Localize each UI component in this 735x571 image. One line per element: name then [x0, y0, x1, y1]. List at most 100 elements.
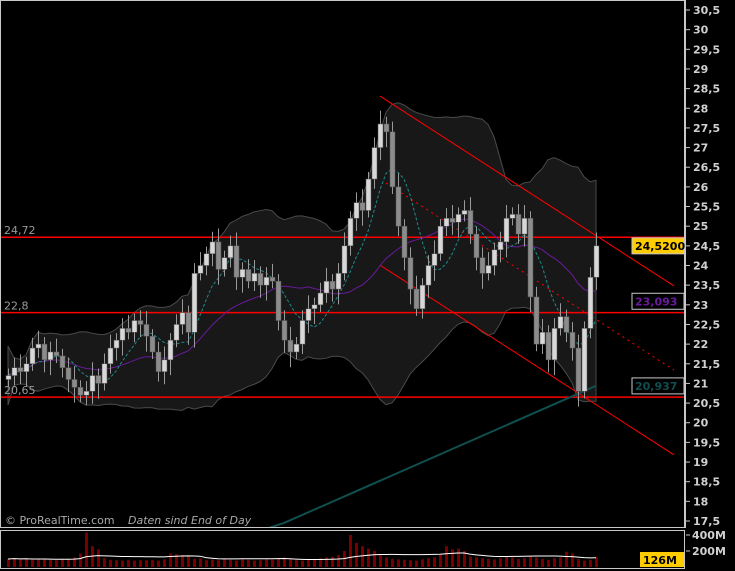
candle-body: [317, 292, 324, 306]
candle-body: [503, 218, 510, 243]
price-tick-label: 24,5: [693, 240, 720, 253]
volume-bar: [163, 559, 166, 567]
price-tick-label: 21,5: [693, 358, 720, 371]
volume-bar: [145, 560, 148, 567]
main-panel: 24,72 22,8 20,65 © ProRealTime.com Daten s…: [1, 95, 685, 528]
candle-body: [23, 363, 30, 372]
candle-body: [461, 210, 468, 215]
volume-bar: [553, 558, 556, 567]
candle-body: [149, 336, 156, 353]
price-tick-label: 20: [693, 417, 709, 430]
candle-body: [203, 253, 210, 266]
candle-body: [35, 343, 42, 349]
candle-body: [251, 273, 258, 282]
candle-body: [389, 131, 396, 188]
channel-line: [379, 95, 675, 287]
level-label: 20,65: [4, 384, 36, 397]
volume-panel-border: [0, 530, 685, 569]
volume-bar: [397, 559, 400, 567]
volume-bar: [313, 559, 316, 567]
volume-bar: [307, 559, 310, 567]
volume-bar: [283, 557, 286, 567]
candle-body: [95, 375, 102, 384]
candle-body: [377, 123, 384, 148]
volume-bar: [433, 557, 436, 567]
volume-bar: [121, 560, 124, 567]
volume-bar: [445, 546, 448, 567]
last-price-label-box: [631, 237, 685, 255]
candle-body: [17, 367, 24, 372]
candle-body: [515, 214, 522, 235]
volume-bar: [19, 559, 22, 567]
volume-bar: [277, 558, 280, 567]
candle-body: [299, 320, 306, 345]
volume-bar: [583, 560, 586, 567]
candle-body: [539, 332, 546, 345]
volume-bar: [25, 558, 28, 567]
candle-body: [197, 265, 204, 274]
level-label: 22,8: [4, 300, 29, 313]
volume-bar: [235, 560, 238, 567]
volume-bar: [289, 559, 292, 567]
volume-bar: [475, 557, 478, 567]
candle-body: [281, 320, 288, 341]
volume-bar: [193, 559, 196, 567]
volume-bar: [223, 559, 226, 567]
candle-body: [65, 367, 72, 380]
volume-bar: [61, 559, 64, 567]
candle-body: [77, 387, 84, 396]
candle-body: [71, 379, 78, 388]
volume-bar: [31, 559, 34, 567]
volume-bar: [421, 559, 424, 567]
candle-body: [455, 214, 462, 223]
volume-bar: [487, 559, 490, 567]
candle-body: [263, 277, 270, 286]
candle-body: [245, 269, 252, 282]
volume-bar: [535, 557, 538, 567]
volume-bar: [439, 555, 442, 567]
candle-body: [557, 316, 564, 329]
volume-bar: [217, 560, 220, 567]
price-axis[interactable]: 30,5 30 29,5 29 28,5 28 27,5 27 26,5 26 25,5 25 24,5…: [686, 4, 720, 528]
volume-bar: [325, 557, 328, 567]
candle-body: [305, 308, 312, 321]
volume-bar: [469, 556, 472, 567]
volume-bar: [247, 559, 250, 567]
price-tick-label: 25,5: [693, 201, 720, 214]
volume-bar: [409, 560, 412, 567]
volume-bar: [547, 559, 550, 567]
candle-body: [89, 375, 96, 392]
price-labels: 24,5200 23,093 20,937: [631, 237, 685, 395]
volume-bar: [511, 557, 514, 567]
volume-bar: [133, 560, 136, 567]
volume-bar: [505, 556, 508, 567]
candle-body: [161, 359, 168, 372]
candle-body: [125, 328, 132, 333]
candle-body: [311, 304, 318, 309]
volume-bar: [391, 559, 394, 567]
volume-bar: [109, 559, 112, 567]
candle-body: [11, 367, 18, 376]
price-tick-label: 30: [693, 24, 709, 37]
candle-body: [209, 241, 216, 254]
candle-body: [497, 241, 504, 251]
candle-body: [167, 339, 174, 361]
last-price-label: 24,5200: [635, 240, 685, 253]
candle-body: [383, 123, 390, 133]
volume-bar: [169, 553, 172, 567]
volume-bar: [205, 560, 208, 567]
candle-body: [287, 339, 294, 353]
price-tick-label: 21: [693, 377, 708, 390]
volume-bar: [319, 558, 322, 567]
volume-bar: [523, 558, 526, 567]
candle-body: [41, 343, 48, 361]
candle-body: [395, 186, 402, 227]
volume-bar: [67, 559, 70, 567]
candle-body: [527, 218, 534, 298]
level-labels: 24,72 22,8 20,65: [4, 224, 36, 397]
candle-body: [137, 320, 144, 325]
candle-body: [29, 347, 36, 365]
volume-bar: [187, 556, 190, 567]
price-tick-label: 25: [693, 220, 708, 233]
price-tick-label: 29: [693, 63, 708, 76]
